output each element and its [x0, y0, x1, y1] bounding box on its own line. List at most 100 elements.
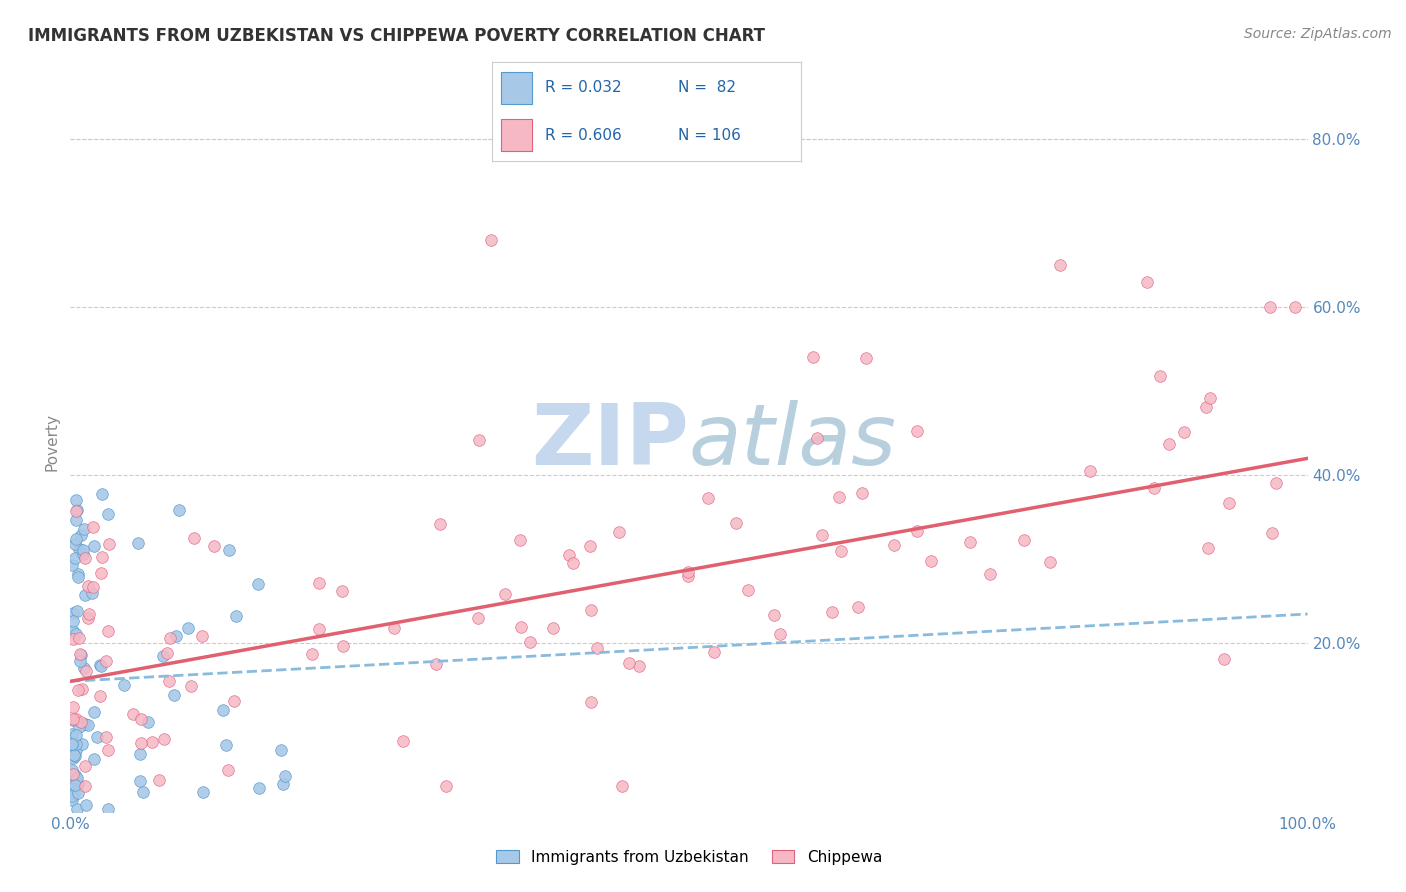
Point — [141, 735, 163, 749]
Point — [543, 621, 565, 635]
Legend: Immigrants from Uzbekistan, Chippewa: Immigrants from Uzbekistan, Chippewa — [489, 844, 889, 871]
Point — [62, 614, 84, 628]
Point — [127, 536, 149, 550]
Point — [129, 747, 152, 761]
Point — [60, 737, 83, 751]
Point — [60, 789, 83, 803]
Point — [66, 683, 89, 698]
Point — [65, 532, 87, 546]
Point — [67, 720, 90, 734]
Point — [89, 658, 111, 673]
Point — [851, 486, 873, 500]
Point — [308, 576, 330, 591]
Text: atlas: atlas — [689, 400, 897, 483]
Point — [65, 504, 87, 518]
Point — [330, 584, 353, 599]
Point — [69, 647, 91, 661]
Point — [69, 654, 91, 668]
Point — [70, 648, 93, 662]
Point — [581, 695, 603, 709]
Point — [136, 714, 159, 729]
Text: ZIP: ZIP — [531, 400, 689, 483]
Point — [806, 431, 828, 445]
Point — [905, 524, 928, 539]
Point — [959, 535, 981, 549]
Point — [122, 706, 145, 721]
Point — [153, 732, 176, 747]
Point — [83, 705, 105, 719]
Point — [1260, 300, 1282, 314]
Point — [82, 580, 104, 594]
Point — [63, 537, 86, 551]
Point — [301, 647, 323, 661]
Text: N =  82: N = 82 — [678, 80, 735, 95]
Point — [65, 712, 87, 726]
Point — [308, 623, 330, 637]
Point — [66, 777, 89, 791]
FancyBboxPatch shape — [502, 72, 533, 103]
Point — [63, 747, 86, 762]
Point — [191, 785, 214, 799]
Point — [70, 737, 93, 751]
Point — [425, 657, 447, 671]
Point — [183, 531, 205, 545]
Point — [62, 786, 84, 800]
Point — [1078, 465, 1101, 479]
Point — [82, 520, 104, 534]
FancyBboxPatch shape — [502, 120, 533, 151]
Text: R = 0.032: R = 0.032 — [544, 80, 621, 95]
Point — [62, 632, 84, 646]
Point — [1260, 526, 1282, 541]
Point — [1195, 400, 1218, 414]
Point — [905, 424, 928, 438]
Point — [627, 659, 650, 673]
Point — [678, 569, 700, 583]
Point — [77, 607, 100, 621]
Point — [62, 624, 84, 638]
Point — [202, 539, 225, 553]
Point — [920, 554, 942, 568]
Point — [1284, 300, 1306, 314]
Point — [763, 608, 786, 623]
Point — [271, 777, 294, 791]
Point — [132, 785, 155, 799]
Point — [60, 763, 83, 777]
Point — [1136, 275, 1159, 289]
Point — [217, 763, 239, 777]
Point — [1198, 391, 1220, 405]
Point — [579, 539, 602, 553]
Point — [830, 543, 852, 558]
Y-axis label: Poverty: Poverty — [44, 412, 59, 471]
Point — [75, 717, 97, 731]
Point — [737, 582, 759, 597]
Point — [510, 620, 533, 634]
Point — [855, 351, 877, 365]
Point — [66, 502, 89, 516]
Point — [77, 578, 100, 592]
Point — [558, 549, 581, 563]
Point — [67, 567, 90, 582]
Point — [66, 777, 89, 791]
Point — [191, 629, 214, 643]
Point — [479, 233, 502, 247]
Point — [129, 712, 152, 726]
Point — [218, 543, 240, 558]
Point — [1014, 533, 1036, 547]
Point — [585, 641, 607, 656]
Point — [176, 621, 198, 635]
Point — [509, 533, 531, 547]
Point — [63, 778, 86, 792]
Point — [112, 678, 135, 692]
Point — [70, 528, 93, 542]
Point — [619, 656, 641, 670]
Point — [62, 767, 84, 781]
Point — [60, 792, 83, 806]
Point — [703, 645, 725, 659]
Point — [83, 539, 105, 553]
Point — [65, 512, 87, 526]
Point — [224, 694, 246, 708]
Point — [77, 611, 100, 625]
Point — [801, 351, 824, 365]
Point — [159, 631, 181, 645]
Point — [246, 577, 269, 591]
